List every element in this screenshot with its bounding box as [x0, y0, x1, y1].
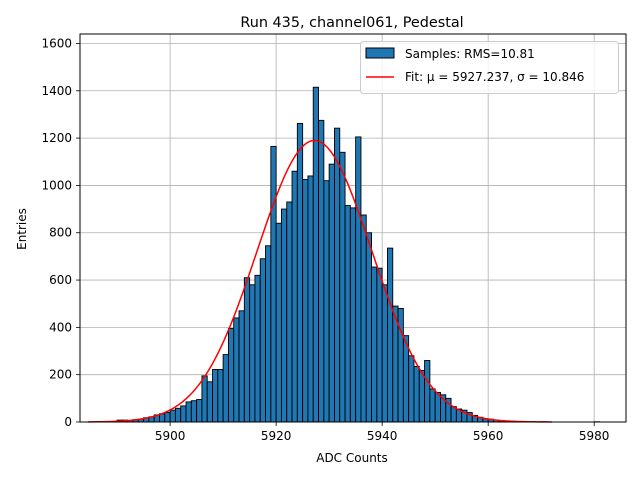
histogram-bar [270, 145, 277, 423]
legend-box [360, 41, 619, 94]
histogram-bar [296, 122, 304, 423]
legend-label-fit: Fit: μ = 5927.237, σ = 10.846 [405, 70, 584, 84]
histogram-bar [286, 201, 293, 423]
histogram-bar [217, 369, 224, 423]
histogram-bar [169, 409, 176, 423]
histogram-bar [376, 267, 383, 423]
histogram-bar [212, 369, 219, 423]
histogram-bar [344, 205, 351, 423]
histogram-bar [275, 222, 282, 423]
y-tick-label: 200 [49, 368, 72, 382]
histogram-bar [365, 232, 373, 423]
histogram-bar [381, 284, 388, 423]
histogram-bar [323, 180, 330, 423]
y-tick-label: 1400 [41, 84, 72, 98]
histogram-bar [429, 388, 436, 423]
y-tick-label: 1200 [41, 131, 72, 145]
y-tick-label: 0 [64, 415, 72, 429]
histogram-bar [227, 328, 235, 423]
y-axis-label: Entries [15, 208, 29, 250]
x-tick-label: 5900 [155, 429, 186, 443]
legend-label-samples: Samples: RMS=10.81 [405, 47, 535, 61]
histogram-bar [418, 369, 426, 423]
x-tick-label: 5960 [473, 429, 504, 443]
histogram-bar [280, 208, 288, 423]
histogram-bar [408, 355, 415, 423]
y-tick-label: 600 [49, 273, 72, 287]
histogram-bar [259, 258, 266, 423]
histogram-bar [190, 400, 198, 423]
histogram-bar [360, 214, 367, 423]
histogram-bar [180, 405, 187, 423]
x-tick-label: 5920 [261, 429, 292, 443]
histogram-bar [387, 247, 394, 423]
legend: Samples: RMS=10.81 Fit: μ = 5927.237, σ … [360, 41, 619, 94]
histogram-bar [196, 399, 203, 423]
histogram-bar [164, 412, 171, 423]
y-tick-label: 800 [49, 226, 72, 240]
y-tick-label: 1600 [41, 36, 72, 50]
histogram-bar [371, 266, 378, 423]
histogram-bar [265, 245, 272, 423]
histogram-bar [333, 127, 341, 423]
x-tick-label: 5980 [579, 429, 610, 443]
histogram-bar [312, 86, 319, 423]
histogram-bar [249, 284, 256, 423]
y-tick-label: 1000 [41, 178, 72, 192]
chart-title: Run 435, channel061, Pedestal [240, 15, 463, 31]
histogram-bar [201, 375, 208, 423]
histogram-bar [328, 163, 335, 423]
histogram-bar [233, 317, 240, 423]
legend-swatch-samples [365, 47, 395, 59]
plot-frame [79, 33, 627, 423]
y-tick-label: 400 [49, 320, 72, 334]
histogram-bar [349, 207, 357, 423]
y-axis-ticks: 0 200 400 600 800 1000 1200 1400 1600 [41, 36, 80, 429]
histogram-bar [185, 401, 192, 423]
histogram-bar [355, 136, 362, 423]
histogram-bar [307, 175, 314, 423]
histogram-bar [434, 391, 441, 423]
x-axis-ticks: 5900 5920 5940 5960 5980 [155, 422, 610, 443]
x-axis-label: ADC Counts [316, 451, 388, 465]
histogram-bar [243, 277, 251, 423]
fit-curve [87, 139, 552, 423]
histogram-bar [339, 151, 346, 423]
histogram-bar [413, 365, 420, 423]
histogram-bar [291, 170, 298, 423]
histogram-bar [318, 119, 325, 423]
histogram-bar [254, 274, 261, 423]
histogram-bar [174, 407, 182, 423]
histogram-bar [402, 335, 410, 423]
histogram-bar [424, 360, 431, 423]
histogram-bar [302, 179, 309, 423]
histogram-bar [222, 354, 229, 423]
x-tick-label: 5940 [367, 429, 398, 443]
histogram-bar [238, 310, 245, 423]
histogram-bar [206, 381, 213, 423]
